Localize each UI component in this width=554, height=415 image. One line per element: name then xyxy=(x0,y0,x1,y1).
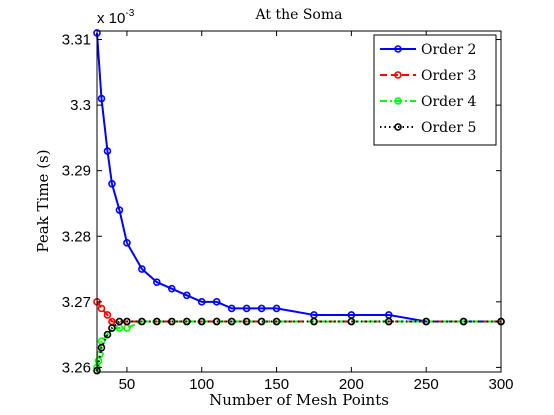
series-line xyxy=(96,320,501,371)
x-tick-label: 150 xyxy=(264,376,289,393)
data-point xyxy=(227,317,236,326)
x-tick-label: 100 xyxy=(189,376,214,393)
data-point xyxy=(94,357,103,365)
y-tick-label: 3.26 xyxy=(62,359,91,376)
data-point xyxy=(108,179,116,188)
series-5 xyxy=(93,317,505,375)
x-tick-label: 250 xyxy=(414,376,439,393)
data-point xyxy=(242,317,251,326)
data-point xyxy=(103,330,112,339)
legend-item: Order 5 xyxy=(380,120,476,136)
data-point xyxy=(97,94,106,103)
data-point xyxy=(97,304,106,313)
y-multiplier-base: x 10 xyxy=(97,10,125,27)
x-tick-label: 300 xyxy=(488,376,513,393)
series-line xyxy=(96,32,501,323)
data-point xyxy=(310,317,318,326)
data-point xyxy=(103,311,112,319)
y-axis: 3.26 3.27 3.28 3.29 3.3 3.31 xyxy=(62,32,501,376)
y-multiplier-label: x 10-3 xyxy=(97,8,135,27)
data-point xyxy=(459,317,468,326)
data-point xyxy=(422,317,430,326)
chart-title: At the Soma xyxy=(255,7,343,23)
x-tick-label: 50 xyxy=(119,376,136,393)
data-point xyxy=(138,317,146,326)
y-tick-label: 3.31 xyxy=(62,32,91,49)
data-point xyxy=(168,284,176,293)
data-point xyxy=(257,304,266,313)
y-multiplier-exponent: -3 xyxy=(125,8,134,19)
x-axis: 50 100 150 200 250 300 xyxy=(119,31,514,393)
y-tick-label: 3.27 xyxy=(62,294,91,311)
x-axis-label: Number of Mesh Points xyxy=(209,391,389,409)
data-point xyxy=(242,304,251,313)
data-point xyxy=(384,317,393,326)
legend-swatch-marker xyxy=(394,97,402,105)
legend-item: Order 3 xyxy=(380,68,476,84)
data-point xyxy=(108,324,116,332)
legend-item: Order 4 xyxy=(380,94,477,110)
data-point xyxy=(168,317,176,326)
data-point xyxy=(212,298,221,306)
data-point xyxy=(115,317,124,326)
legend-swatch-marker xyxy=(394,45,402,53)
legend-swatch-marker xyxy=(394,71,402,79)
data-point xyxy=(272,304,281,313)
legend: Order 2 Order 3 Order 4 Order 5 xyxy=(373,34,497,146)
data-point xyxy=(115,206,124,214)
data-point xyxy=(138,265,146,273)
data-point xyxy=(123,317,131,326)
data-point xyxy=(227,304,236,313)
data-point xyxy=(123,239,131,247)
data-point xyxy=(182,291,191,300)
y-tick-label: 3.29 xyxy=(62,163,91,180)
y-axis-label: Peak Time (s) xyxy=(34,149,52,252)
legend-label: Order 5 xyxy=(421,120,476,136)
data-point xyxy=(197,298,206,306)
data-point xyxy=(153,278,161,286)
legend-swatch-marker xyxy=(394,123,402,131)
plot-area xyxy=(93,29,505,375)
svg-text:x 10-3: x 10-3 xyxy=(97,8,135,27)
legend-label: Order 3 xyxy=(421,68,476,84)
data-point xyxy=(103,147,112,155)
data-point xyxy=(182,317,191,326)
data-point xyxy=(153,317,161,326)
series-2 xyxy=(93,29,505,326)
y-tick-label: 3.3 xyxy=(70,97,91,114)
data-point xyxy=(347,317,356,326)
legend-label: Order 4 xyxy=(421,94,477,110)
data-point xyxy=(212,317,221,326)
data-point xyxy=(257,317,266,326)
y-tick-label: 3.28 xyxy=(62,228,91,245)
legend-item: Order 2 xyxy=(380,42,476,58)
legend-label: Order 2 xyxy=(421,42,476,58)
data-point xyxy=(272,317,281,326)
axes-box xyxy=(96,30,502,373)
data-point xyxy=(197,317,206,326)
data-point xyxy=(97,343,106,352)
x-tick-label: 200 xyxy=(339,376,364,393)
